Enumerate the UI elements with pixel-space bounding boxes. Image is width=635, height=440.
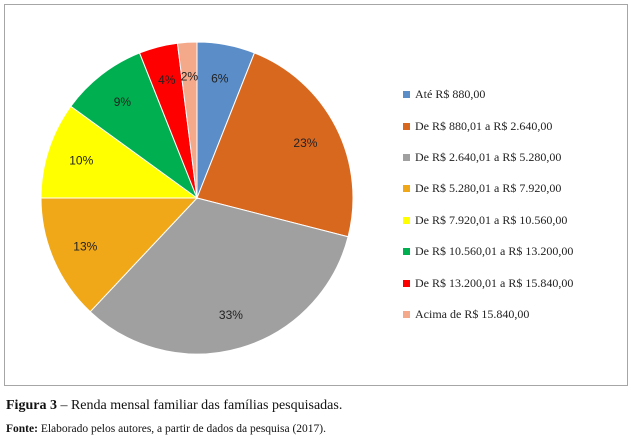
- legend-swatch: [403, 91, 410, 99]
- slice-label: 33%: [219, 308, 243, 322]
- pie-slice: [70, 52, 199, 200]
- legend-swatch: [403, 248, 410, 256]
- legend: Até R$ 880,00 De R$ 880,01 a R$ 2.640,00 D…: [403, 79, 573, 330]
- legend-item: De R$ 13.200,01 a R$ 15.840,00: [403, 267, 573, 298]
- pie-slice: [89, 197, 349, 355]
- figure-caption: Figura 3 – Renda mensal familiar das fam…: [6, 398, 342, 414]
- pie-slice: [196, 52, 354, 238]
- legend-item: De R$ 10.560,01 a R$ 13.200,00: [403, 236, 573, 267]
- legend-label: De R$ 7.920,01 a R$ 10.560,00: [415, 212, 568, 227]
- slice-label: 4%: [158, 73, 176, 87]
- legend-swatch: [403, 122, 410, 130]
- chart-area: 6% 23% 33% 13% 10% 9% 4% 2% Até R$ 880,00 De R$ …: [4, 4, 628, 386]
- legend-item: De R$ 2.640,01 a R$ 5.280,00: [403, 142, 573, 173]
- legend-label: Até R$ 880,00: [415, 87, 486, 102]
- slice-label: 2%: [181, 70, 199, 84]
- legend-swatch: [403, 279, 410, 287]
- pie-slice: [40, 105, 199, 199]
- slice-label: 9%: [114, 95, 132, 109]
- legend-swatch: [403, 310, 410, 318]
- figure-source: Fonte: Elaborado pelos autores, a partir…: [6, 423, 326, 435]
- pie-slice: [176, 41, 198, 199]
- legend-item: Até R$ 880,00: [403, 79, 573, 110]
- legend-label: De R$ 5.280,01 a R$ 7.920,00: [415, 181, 562, 196]
- figure-caption-label: Figura 3: [6, 398, 57, 413]
- slice-label: 23%: [293, 136, 317, 150]
- figure-caption-text: – Renda mensal familiar das famílias pes…: [56, 398, 343, 413]
- legend-label: Acima de R$ 15.840,00: [415, 306, 530, 321]
- legend-item: De R$ 5.280,01 a R$ 7.920,00: [403, 173, 573, 204]
- legend-item: De R$ 7.920,01 a R$ 10.560,00: [403, 205, 573, 236]
- pie-chart: 6% 23% 33% 13% 10% 9% 4% 2%: [40, 41, 354, 355]
- figure-source-text: Elaborado pelos autores, a partir de dad…: [37, 423, 326, 435]
- legend-label: De R$ 880,01 a R$ 2.640,00: [415, 118, 553, 133]
- slice-label: 13%: [73, 239, 97, 253]
- legend-swatch: [403, 153, 410, 161]
- slice-label: 6%: [211, 71, 229, 85]
- legend-label: De R$ 13.200,01 a R$ 15.840,00: [415, 275, 574, 290]
- legend-swatch: [403, 216, 410, 224]
- pie-slice: [40, 197, 199, 313]
- legend-item: De R$ 880,01 a R$ 2.640,00: [403, 110, 573, 141]
- figure-source-label: Fonte:: [6, 423, 38, 435]
- slice-label: 10%: [69, 153, 93, 167]
- legend-swatch: [403, 185, 410, 193]
- legend-label: De R$ 10.560,01 a R$ 13.200,00: [415, 244, 574, 259]
- legend-item: Acima de R$ 15.840,00: [403, 299, 573, 330]
- legend-label: De R$ 2.640,01 a R$ 5.280,00: [415, 149, 562, 164]
